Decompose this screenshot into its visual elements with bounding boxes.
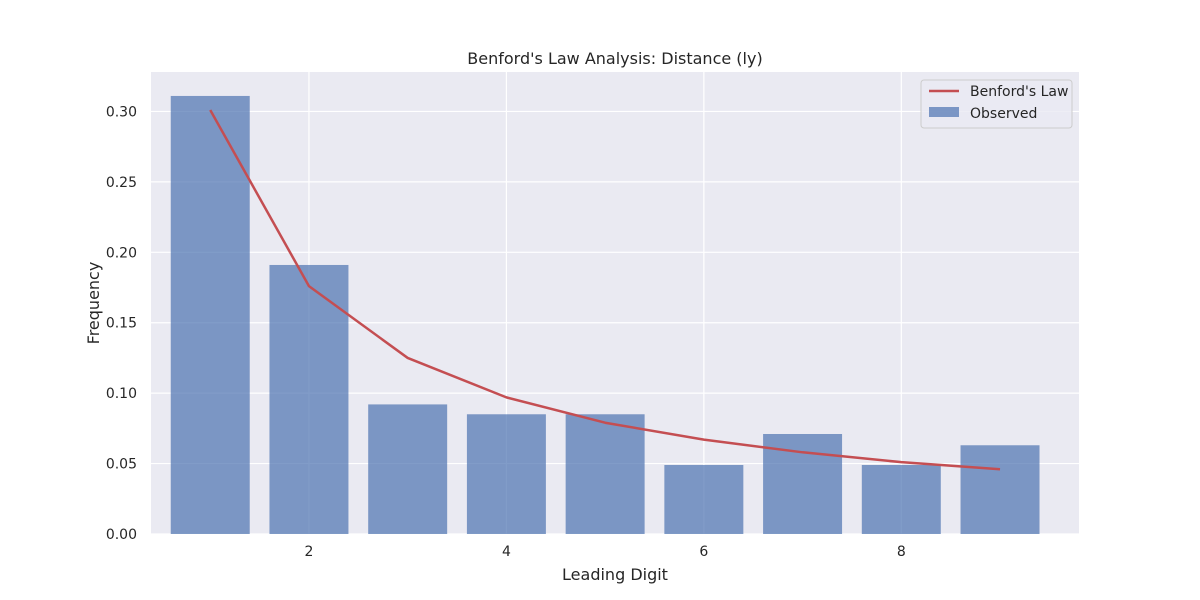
bar-observed [466,414,546,534]
x-tick-label: 8 [897,544,906,560]
y-tick-labels: 0.00 0.05 0.10 0.15 0.20 0.25 0.30 [106,104,137,543]
y-tick-label: 0.30 [106,104,137,120]
y-tick-label: 0.10 [106,386,137,402]
x-axis-label: Leading Digit [562,565,668,584]
y-tick-label: 0.25 [106,175,137,191]
bar-series [170,95,1040,534]
bar-observed [170,95,250,534]
bar-observed [269,264,349,534]
bar-observed [960,445,1040,534]
legend-bar-swatch [929,107,959,117]
bar-observed [664,464,744,534]
y-tick-label: 0.15 [106,316,137,332]
x-tick-label: 2 [304,544,313,560]
bar-observed [763,433,843,534]
bar-observed [368,404,448,534]
x-tick-label: 4 [502,544,511,560]
line-benford [209,109,1001,471]
bar-observed [861,464,941,534]
x-tick-labels: 2 4 6 8 [304,544,905,560]
y-tick-label: 0.00 [106,527,137,543]
legend: Benford's Law Observed [920,79,1073,129]
line-series [209,109,1001,471]
legend-label-observed: Observed [970,106,1037,122]
y-tick-label: 0.05 [106,457,137,473]
chart-title: Benford's Law Analysis: Distance (ly) [467,49,762,68]
legend-label-benford: Benford's Law [970,84,1068,100]
bar-observed [565,414,645,534]
x-tick-label: 6 [699,544,708,560]
y-tick-label: 0.20 [106,245,137,261]
y-axis-label: Frequency [84,262,103,345]
